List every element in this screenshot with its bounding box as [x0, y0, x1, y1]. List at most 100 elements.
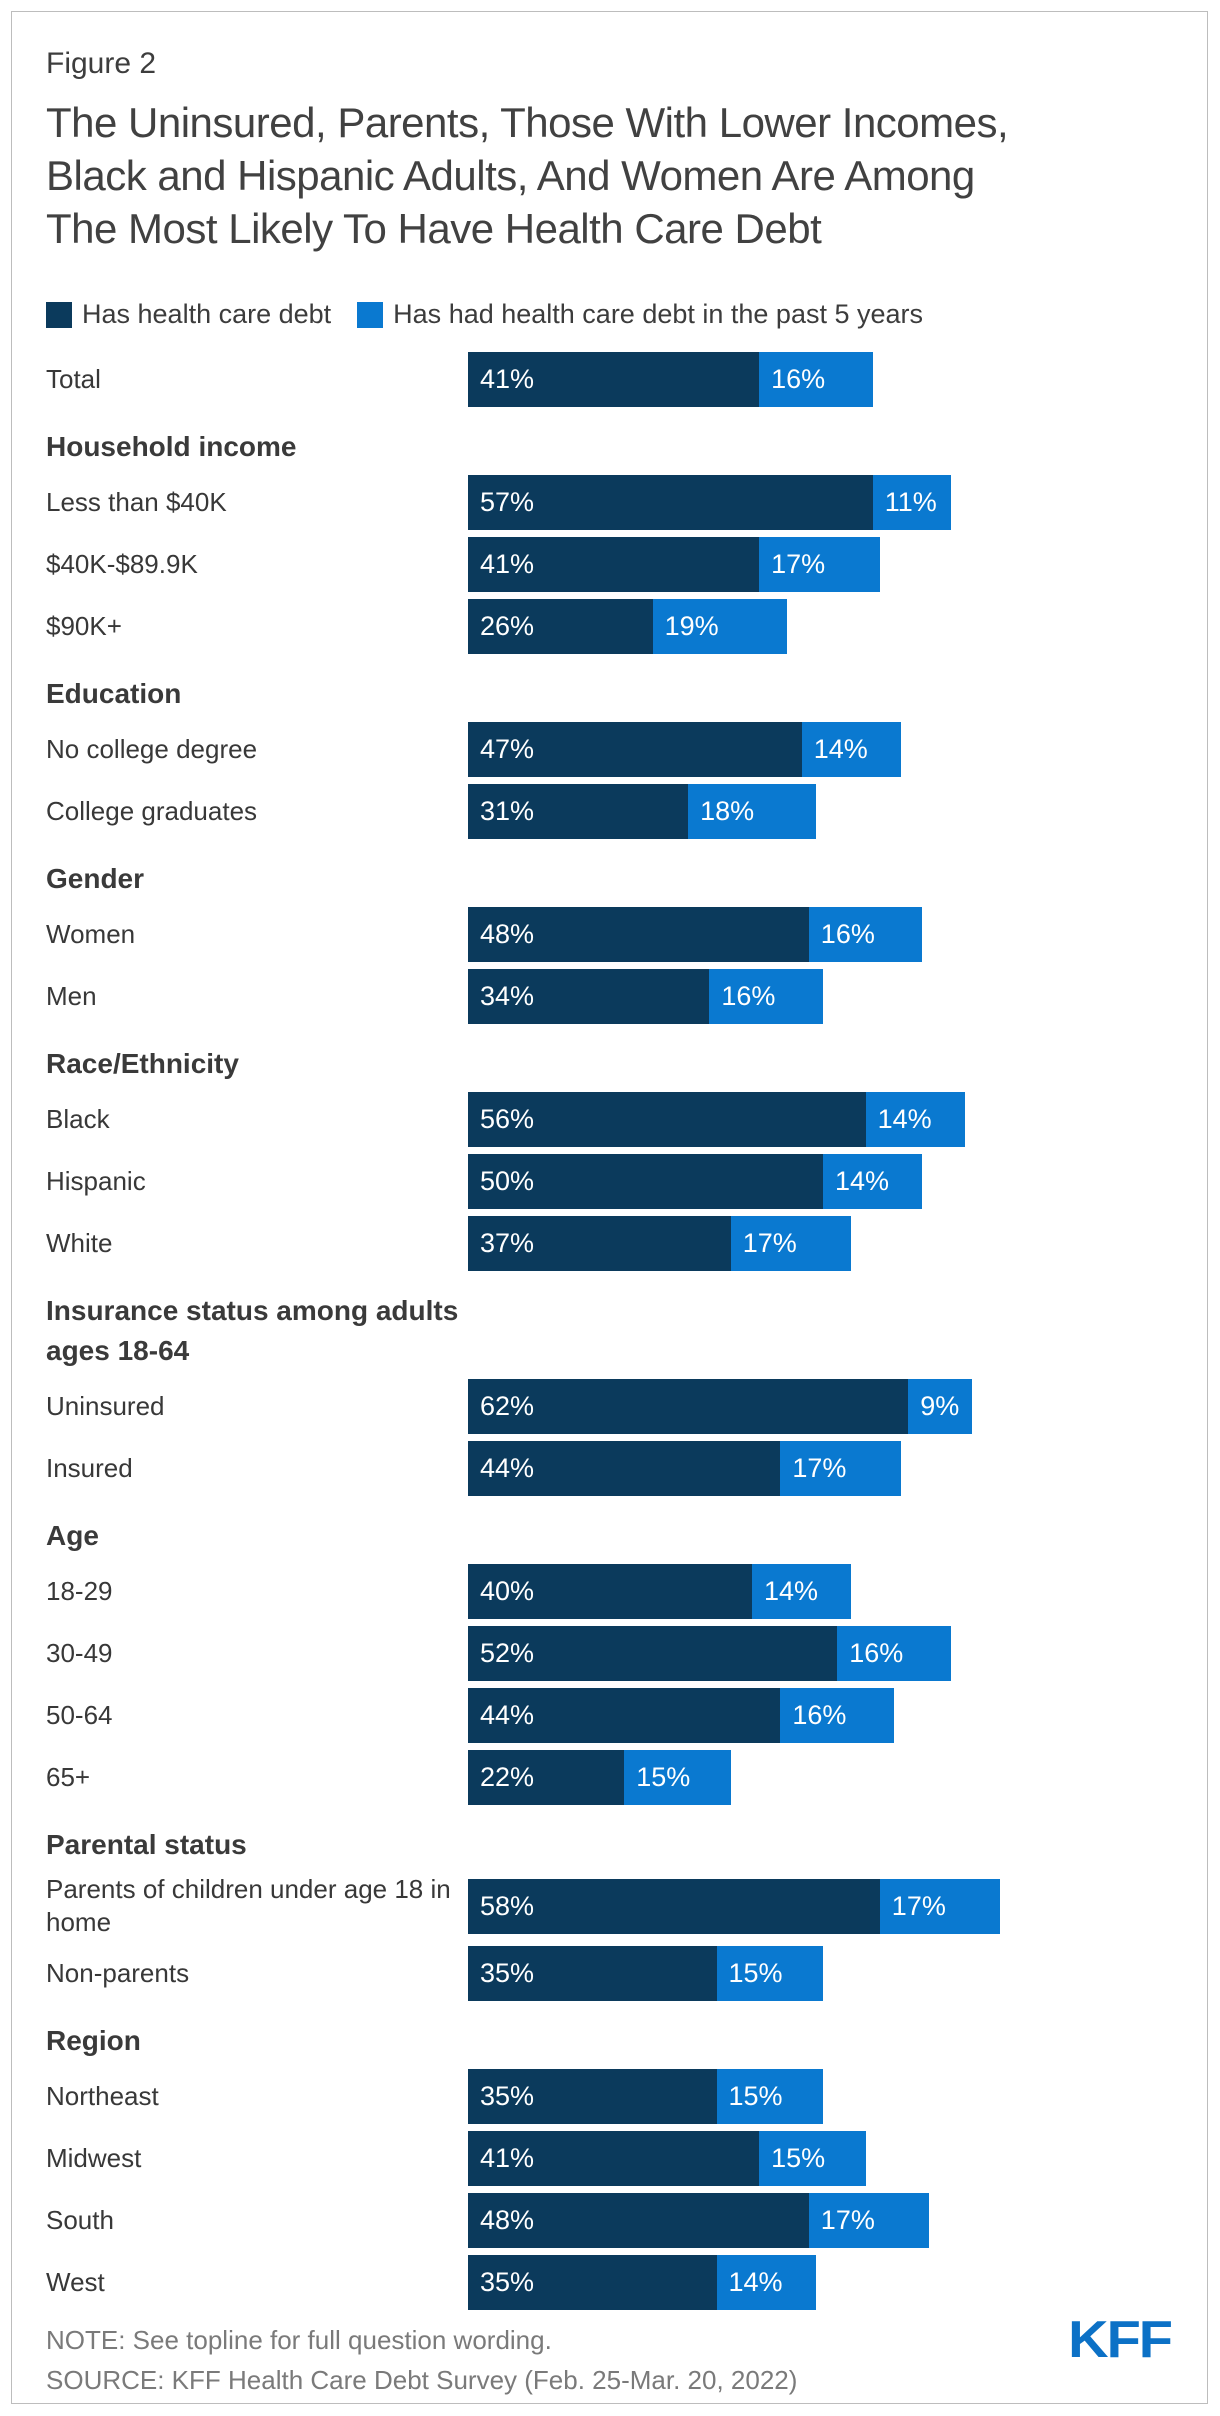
bar-row: Women 48% 16%	[46, 907, 1171, 962]
row-label: Insured	[46, 1453, 133, 1483]
bar-value-label: 17%	[792, 1453, 847, 1483]
bar-value-label: 35%	[480, 2081, 535, 2111]
bar-segment-had-debt: 19%	[652, 599, 788, 654]
bar-value-label: 40%	[480, 1576, 535, 1606]
section-header: Region	[46, 2025, 141, 2056]
bar-segment-had-debt: 17%	[808, 2193, 930, 2248]
section-header: Parental status	[46, 1829, 247, 1860]
bar-chart: Total 41% 16% Household income Less than $40…	[46, 352, 1171, 2310]
bar-value-label: 14%	[728, 2267, 783, 2297]
bar-segment-had-debt: 17%	[879, 1878, 1001, 1934]
bar-value-label: 14%	[764, 1576, 819, 1606]
stacked-bar: 37% 17%	[468, 1216, 852, 1271]
stacked-bar: 31% 18%	[468, 784, 816, 839]
bar-value-label: 17%	[891, 1890, 946, 1921]
bar-segment-has-debt: 40%	[468, 1564, 752, 1619]
section-header: Insurance status among adults ages 18-64	[46, 1295, 459, 1366]
bar-row: West 35% 14%	[46, 2255, 1171, 2310]
bar-value-label: 47%	[480, 734, 535, 764]
bar-value-label: 11%	[884, 487, 937, 517]
bar-segment-has-debt: 41%	[468, 2131, 760, 2186]
bar-segment-had-debt: 16%	[709, 969, 823, 1024]
bar-segment-has-debt: 31%	[468, 784, 689, 839]
bar-value-label: 37%	[480, 1228, 535, 1258]
bar-value-label: 15%	[636, 1762, 691, 1792]
bar-segment-had-debt: 15%	[716, 1946, 823, 2001]
row-label: 50-64	[46, 1700, 113, 1730]
bar-segment-has-debt: 56%	[468, 1092, 866, 1147]
chart-title: The Uninsured, Parents, Those With Lower…	[46, 99, 1009, 252]
bar-value-label: 50%	[480, 1166, 535, 1196]
bar-value-label: 57%	[480, 487, 535, 517]
stacked-bar: 52% 16%	[468, 1626, 951, 1681]
bar-value-label: 44%	[480, 1700, 535, 1730]
bar-segment-has-debt: 35%	[468, 2255, 717, 2310]
row-label: Uninsured	[46, 1391, 165, 1421]
stacked-bar: 62% 9%	[468, 1379, 973, 1434]
stacked-bar: 44% 17%	[468, 1441, 902, 1496]
stacked-bar: 22% 15%	[468, 1750, 731, 1805]
row-label: Midwest	[46, 2143, 142, 2173]
bar-segment-has-debt: 35%	[468, 1946, 717, 2001]
legend-label: Has health care debt	[82, 299, 332, 329]
section-header: Education	[46, 678, 182, 709]
bar-row: Less than $40K 57% 11%	[46, 475, 1171, 530]
bar-value-label: 16%	[849, 1638, 904, 1668]
stacked-bar: 48% 16%	[468, 907, 923, 962]
bar-row: Uninsured 62% 9%	[46, 1379, 1171, 1434]
bar-segment-had-debt: 16%	[808, 907, 923, 962]
stacked-bar: 58% 17%	[468, 1878, 1001, 1934]
bar-segment-has-debt: 48%	[468, 907, 809, 962]
bar-segment-has-debt: 52%	[468, 1626, 838, 1681]
bar-segment-has-debt: 44%	[468, 1441, 781, 1496]
legend-label: Has had health care debt in the past 5 y…	[393, 299, 924, 329]
stacked-bar: 35% 15%	[468, 2069, 823, 2124]
bar-row: $90K+ 26% 19%	[46, 599, 1171, 654]
row-label: Black	[46, 1104, 110, 1134]
bar-value-label: 35%	[480, 2267, 535, 2297]
bar-segment-had-debt: 9%	[908, 1379, 973, 1434]
bar-segment-has-debt: 41%	[468, 352, 760, 407]
bar-value-label: 14%	[813, 734, 868, 764]
row-label: College graduates	[46, 796, 258, 826]
figure-label: Figure 2	[46, 47, 157, 80]
row-label: 65+	[46, 1762, 91, 1792]
bar-value-label: 22%	[480, 1762, 535, 1792]
bar-segment-has-debt: 44%	[468, 1688, 781, 1743]
bar-segment-had-debt: 15%	[759, 2131, 866, 2186]
row-label: Less than $40K	[46, 487, 227, 517]
bar-value-label: 16%	[721, 981, 776, 1011]
bar-value-label: 16%	[792, 1700, 847, 1730]
bar-value-label: 62%	[480, 1391, 535, 1421]
stacked-bar: 57% 11%	[468, 475, 951, 530]
stacked-bar: 40% 14%	[468, 1564, 852, 1619]
bar-segment-has-debt: 50%	[468, 1154, 823, 1209]
bar-segment-has-debt: 41%	[468, 537, 760, 592]
bar-row: 18-29 40% 14%	[46, 1564, 1171, 1619]
legend-swatch-had-debt-icon	[357, 301, 384, 328]
stacked-bar: 48% 17%	[468, 2193, 930, 2248]
section-header: Age	[46, 1520, 99, 1551]
bar-segment-had-debt: 14%	[801, 722, 902, 777]
bar-row: 50-64 44% 16%	[46, 1688, 1171, 1743]
source-text: SOURCE: KFF Health Care Debt Survey (Feb…	[46, 2365, 798, 2395]
legend: Has health care debt Has had health care…	[46, 299, 1171, 330]
figure-footer: NOTE: See topline for full question word…	[46, 2309, 1173, 2400]
row-label: Men	[46, 981, 97, 1011]
row-label: Total	[46, 364, 101, 394]
row-label: White	[46, 1228, 113, 1258]
section-header: Gender	[46, 863, 145, 894]
bar-value-label: 17%	[820, 2205, 875, 2235]
bar-segment-had-debt: 11%	[872, 475, 951, 530]
bar-value-label: 52%	[480, 1638, 535, 1668]
bar-value-label: 14%	[835, 1166, 890, 1196]
bar-segment-has-debt: 37%	[468, 1216, 731, 1271]
bar-value-label: 44%	[480, 1453, 535, 1483]
bar-value-label: 16%	[820, 919, 875, 949]
bar-row: White 37% 17%	[46, 1216, 1171, 1271]
bar-segment-has-debt: 34%	[468, 969, 710, 1024]
bar-row: Midwest 41% 15%	[46, 2131, 1171, 2186]
row-label: Non-parents	[46, 1958, 190, 1988]
bar-value-label: 16%	[771, 364, 826, 394]
kff-logo: KFF	[1068, 2309, 1173, 2368]
